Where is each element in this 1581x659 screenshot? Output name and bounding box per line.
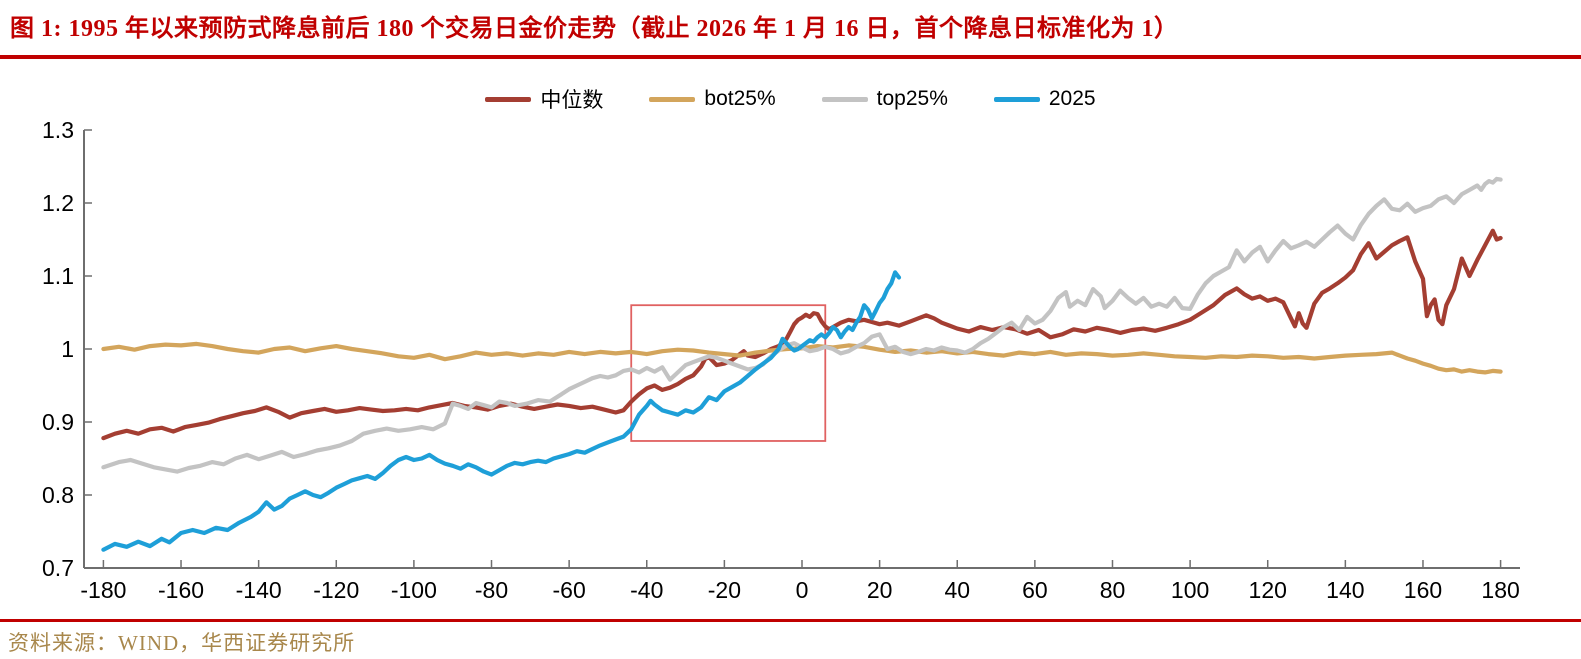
x-tick-label: 120 [1249, 577, 1287, 603]
y-tick-label: 0.8 [42, 482, 74, 508]
legend-label-median: 中位数 [540, 89, 604, 112]
series-line-median [101, 228, 1503, 441]
figure-title: 图 1: 1995 年以来预防式降息前后 180 个交易日金价走势（截止 202… [10, 16, 1179, 42]
x-tick-label: 80 [1100, 577, 1126, 603]
y-tick-label: 0.7 [42, 555, 74, 581]
legend-item-2025: 2025 [993, 87, 1096, 111]
title-separator-rule [0, 55, 1581, 59]
gold-price-line-chart: 0.7 0.8 0.9 1 1.1 1.2 1.3 -180 -160 -140 -120 -100 -… [42, 117, 1520, 603]
legend-label-2025: 2025 [1048, 87, 1096, 110]
legend-item-bot25: bot25% [649, 87, 776, 111]
x-tick-label: -60 [553, 577, 586, 603]
x-tick-label: -120 [313, 577, 359, 603]
x-tick-label: -80 [475, 577, 508, 603]
data-source-note: 资料来源：WIND，华西证券研究所 [8, 631, 356, 655]
legend-item-top25: top25% [821, 87, 948, 111]
x-tick-label: 180 [1481, 577, 1519, 603]
y-tick-label: 0.9 [42, 409, 74, 435]
legend-item-median: 中位数 [485, 84, 603, 114]
highlight-box [630, 304, 827, 442]
x-tick-label: 60 [1022, 577, 1048, 603]
x-tick-label: -100 [391, 577, 437, 603]
series-line-2025 [101, 270, 902, 552]
x-tick-label: 40 [944, 577, 970, 603]
x-tick-label: 100 [1171, 577, 1209, 603]
x-tick-label: 140 [1326, 577, 1364, 603]
y-tick-label: 1.3 [42, 117, 74, 143]
chart-legend: 中位数 bot25% top25% 2025 [0, 84, 1581, 114]
y-tick-label: 1 [61, 336, 74, 362]
median-line-swatch [485, 96, 532, 102]
y-tick-label: 1.2 [42, 190, 74, 216]
line-2025-swatch [993, 96, 1040, 102]
series-line-top25 [101, 176, 1503, 474]
legend-label-bot25: bot25% [704, 87, 776, 110]
legend-label-top25: top25% [876, 87, 948, 110]
x-tick-label: -20 [708, 577, 741, 603]
x-tick-label: 0 [796, 577, 809, 603]
x-tick-label: 20 [867, 577, 893, 603]
bot25-line-swatch [649, 96, 696, 102]
x-tick-label: -140 [236, 577, 282, 603]
y-tick-label: 1.1 [42, 263, 74, 289]
x-tick-label: 160 [1404, 577, 1442, 603]
x-tick-label: -160 [158, 577, 204, 603]
top25-line-swatch [821, 96, 868, 102]
footer-separator-rule [0, 619, 1581, 622]
x-tick-label: -180 [80, 577, 126, 603]
x-tick-label: -40 [630, 577, 663, 603]
